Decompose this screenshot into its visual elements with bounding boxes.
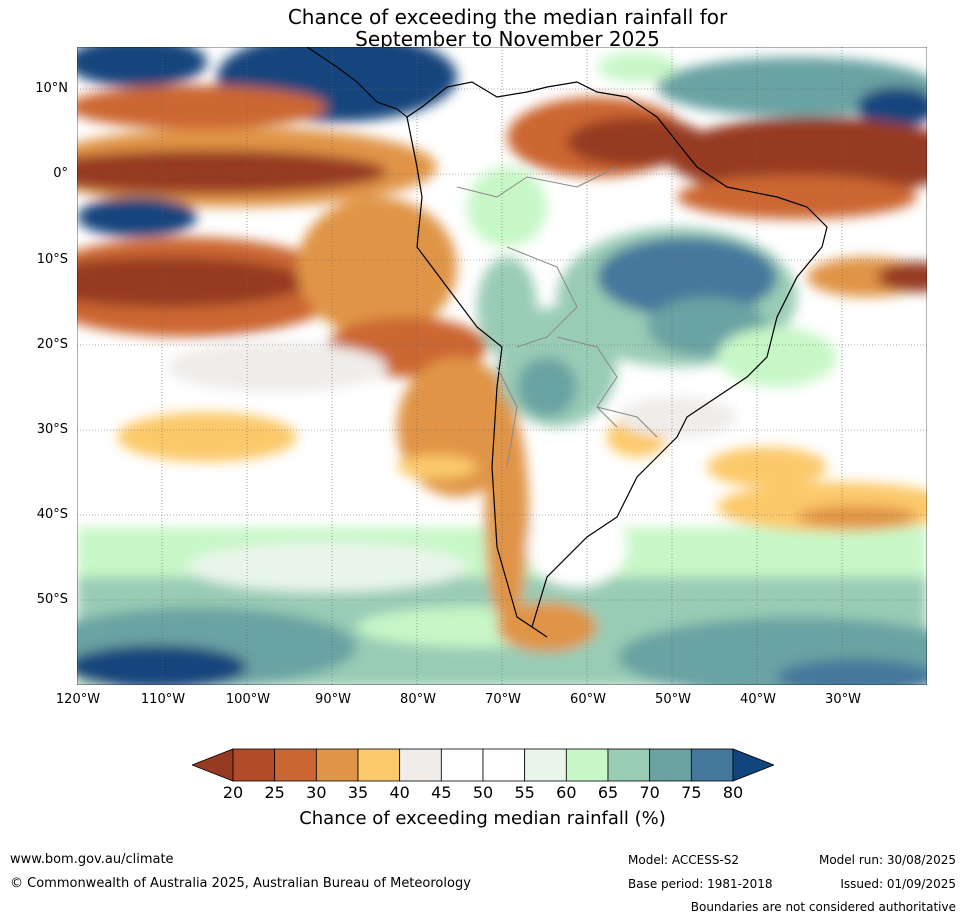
colorbar-tick-label: 50 [472,783,494,802]
colorbar-tick-label: 25 [264,783,285,802]
lon-label-120w: 120°W [55,692,101,707]
footer-disclaimer: Boundaries are not considered authoritat… [690,900,956,914]
colorbar-swatch [440,748,484,782]
colorbar-extend-low [192,748,234,782]
lon-label-60w: 60°W [570,692,606,707]
colorbar-tick-label: 80 [722,783,744,802]
footer-issued: Issued: 01/09/2025 [840,877,956,891]
colorbar-tick-label: 60 [556,783,577,802]
lon-label-90w: 90°W [315,692,351,707]
colorbar-swatch [274,748,317,782]
map-title-line-1: Chance of exceeding the median rainfall … [287,5,728,29]
colorbar-tick-label: 40 [389,783,410,802]
lon-label-70w: 70°W [485,692,521,707]
footer-copyright: © Commonwealth of Australia 2025, Austra… [10,876,471,891]
colorbar-tick-label: 20 [222,783,244,802]
colorbar-tick-label: 55 [514,783,535,802]
colorbar-swatch [399,748,442,782]
lon-label-30w: 30°W [825,692,861,707]
colorbar-swatch [315,748,359,782]
colorbar-swatch [565,748,609,782]
lon-label-80w: 80°W [400,692,436,707]
south-america-coastline [406,81,828,638]
colorbar-swatch [690,748,734,782]
lon-label-110w: 110°W [140,692,186,707]
colorbar-swatch [524,748,567,782]
footer-url: www.bom.gov.au/climate [10,852,174,867]
colorbar-tick-label: 65 [597,783,619,802]
graticule [77,47,927,685]
lat-label-40s: 40°S [36,507,68,522]
colorbar-swatch [649,748,692,782]
lon-label-50w: 50°W [655,692,691,707]
country-borders [456,166,658,468]
lat-label-0: 0° [53,166,68,181]
central-america-coastline [306,47,408,118]
colorbar-tick-label: 35 [347,783,369,802]
footer-base-period: Base period: 1981-2018 [628,877,773,891]
colorbar [192,748,774,782]
lat-label-10n: 10°N [35,81,68,96]
lon-label-100w: 100°W [225,692,271,707]
colorbar-swatch [607,748,651,782]
lat-label-50s: 50°S [36,592,68,607]
colorbar-swatch [232,748,276,782]
colorbar-tick-label: 30 [306,783,327,802]
lat-label-30s: 30°S [36,422,68,437]
footer-model: Model: ACCESS-S2 [628,853,740,867]
lat-label-10s: 10°S [36,252,68,267]
lon-label-40w: 40°W [740,692,776,707]
colorbar-tick-label: 75 [681,783,702,802]
lat-label-20s: 20°S [36,337,68,352]
colorbar-label: Chance of exceeding median rainfall (%) [299,808,666,829]
colorbar-swatch [482,748,526,782]
footer-model-run: Model run: 30/08/2025 [818,853,956,867]
colorbar-extend-high [732,748,774,782]
colorbar-tick-label: 45 [431,783,452,802]
colorbar-tick-label: 70 [639,783,660,802]
colorbar-swatch [357,748,401,782]
map-title-line-2: September to November 2025 [355,27,660,51]
rainfall-map [77,47,927,685]
rainfall-field [77,47,927,685]
